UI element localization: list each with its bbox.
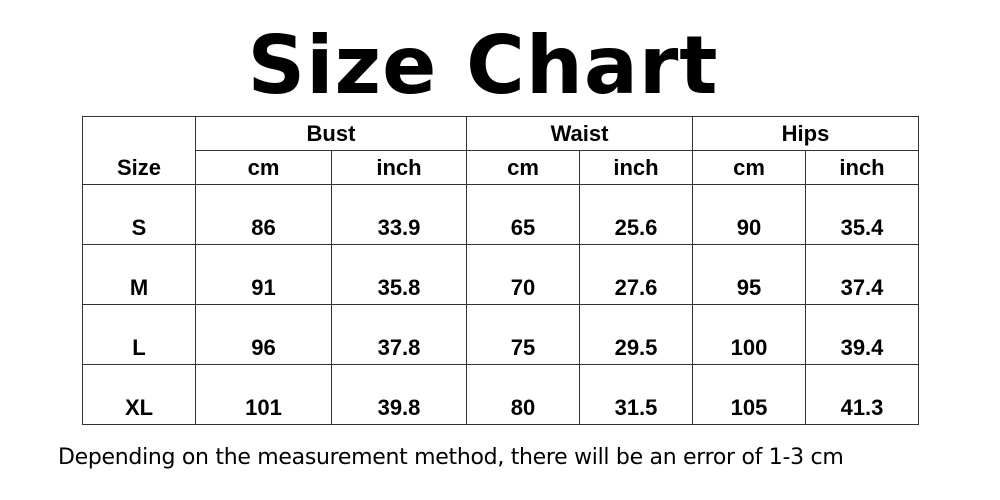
value-cell: 101 <box>195 364 332 425</box>
unit-header: cm <box>466 150 580 185</box>
value-cell: 29.5 <box>579 304 693 365</box>
value-cell: 91 <box>195 244 332 305</box>
unit-header: cm <box>195 150 332 185</box>
header-row-groups: Size Bust Waist Hips <box>82 116 919 185</box>
value-cell: 65 <box>466 184 580 245</box>
value-cell: 27.6 <box>579 244 693 305</box>
value-cell: 35.8 <box>331 244 467 305</box>
group-header-waist: Waist <box>466 116 693 151</box>
value-cell: 39.4 <box>805 304 919 365</box>
value-cell: 90 <box>692 184 806 245</box>
unit-header: inch <box>331 150 467 185</box>
size-header: Size <box>82 116 196 185</box>
table-row: XL 101 39.8 80 31.5 105 41.3 <box>82 364 919 425</box>
page-title: Size Chart <box>247 19 719 112</box>
size-cell: XL <box>82 364 196 425</box>
group-header-hips: Hips <box>692 116 919 151</box>
value-cell: 105 <box>692 364 806 425</box>
value-cell: 25.6 <box>579 184 693 245</box>
value-cell: 70 <box>466 244 580 305</box>
value-cell: 37.8 <box>331 304 467 365</box>
size-table: Size Bust Waist Hips cm inch cm inch cm … <box>82 116 919 425</box>
header-row-units: cm inch cm inch cm inch <box>83 150 919 185</box>
value-cell: 35.4 <box>805 184 919 245</box>
value-cell: 96 <box>195 304 332 365</box>
value-cell: 75 <box>466 304 580 365</box>
unit-header: cm <box>692 150 806 185</box>
table-row: L 96 37.8 75 29.5 100 39.4 <box>82 304 919 365</box>
value-cell: 31.5 <box>579 364 693 425</box>
group-header-bust: Bust <box>195 116 467 151</box>
value-cell: 33.9 <box>331 184 467 245</box>
size-cell: L <box>82 304 196 365</box>
size-cell: M <box>82 244 196 305</box>
value-cell: 39.8 <box>331 364 467 425</box>
value-cell: 80 <box>466 364 580 425</box>
measurement-note: Depending on the measurement method, the… <box>58 445 844 470</box>
unit-header: inch <box>805 150 919 185</box>
unit-header: inch <box>579 150 693 185</box>
table-row: S 86 33.9 65 25.6 90 35.4 <box>82 184 919 245</box>
value-cell: 41.3 <box>805 364 919 425</box>
table-row: M 91 35.8 70 27.6 95 37.4 <box>82 244 919 305</box>
value-cell: 86 <box>195 184 332 245</box>
size-cell: S <box>82 184 196 245</box>
value-cell: 95 <box>692 244 806 305</box>
value-cell: 100 <box>692 304 806 365</box>
value-cell: 37.4 <box>805 244 919 305</box>
